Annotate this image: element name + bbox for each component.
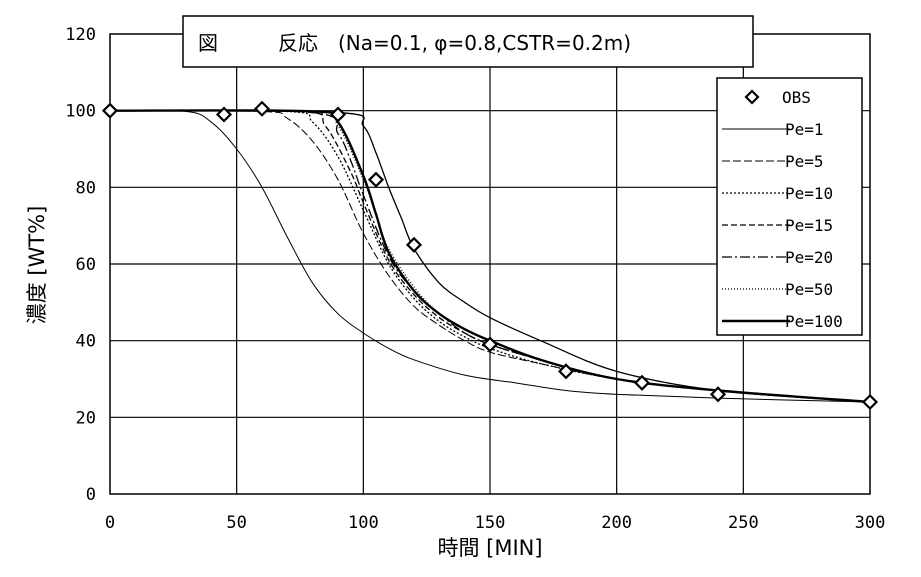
obs-markers bbox=[101, 100, 879, 411]
legend-label-obs: OBS bbox=[782, 88, 811, 107]
obs-point bbox=[709, 386, 727, 403]
y-tick-label: 60 bbox=[76, 255, 96, 275]
legend-label-pe-15: Pe=15 bbox=[785, 216, 833, 235]
obs-point bbox=[215, 106, 233, 123]
x-tick-label: 250 bbox=[728, 513, 759, 533]
y-tick-label: 80 bbox=[76, 178, 96, 198]
x-tick-label: 100 bbox=[348, 513, 379, 533]
y-tick-label: 120 bbox=[65, 25, 96, 45]
y-tick-label: 20 bbox=[76, 408, 96, 428]
x-tick-label: 200 bbox=[601, 513, 632, 533]
legend-label-pe-20: Pe=20 bbox=[785, 248, 833, 267]
series-line-pe-1 bbox=[109, 109, 871, 403]
legend-label-pe-100: Pe=100 bbox=[785, 312, 843, 331]
x-tick-label: 300 bbox=[855, 513, 886, 533]
legend-box bbox=[716, 77, 863, 336]
legend-label-pe-1: Pe=1 bbox=[785, 120, 824, 139]
legend-label-pe-10: Pe=10 bbox=[785, 184, 833, 203]
y-tick-labels: 0 20 40 60 80 100 120 bbox=[65, 25, 96, 505]
legend-label-pe-5: Pe=5 bbox=[785, 152, 824, 171]
x-tick-label: 150 bbox=[475, 513, 506, 533]
obs-point bbox=[329, 106, 347, 123]
chart-title: 図 反応 (Na=0.1, φ=0.8,CSTR=0.2m) bbox=[198, 31, 631, 55]
obs-point bbox=[481, 336, 499, 353]
y-tick-label: 0 bbox=[86, 485, 96, 505]
x-tick-label: 50 bbox=[226, 513, 246, 533]
y-tick-label: 40 bbox=[76, 332, 96, 352]
x-axis-title: 時間 [MIN] bbox=[437, 536, 542, 560]
obs-point bbox=[861, 393, 879, 411]
legend-marker-obs bbox=[744, 89, 760, 105]
legend: OBS Pe=1 Pe=5 Pe=10 Pe=15 Pe=20 Pe=50 Pe=100 bbox=[716, 77, 863, 336]
obs-point bbox=[633, 374, 651, 391]
obs-point bbox=[405, 236, 423, 253]
legend-label-pe-50: Pe=50 bbox=[785, 280, 833, 299]
series-line-unlabeled bbox=[109, 110, 871, 403]
y-tick-label: 100 bbox=[65, 102, 96, 122]
obs-point bbox=[557, 363, 575, 380]
obs-point bbox=[367, 171, 385, 188]
obs-point bbox=[253, 100, 271, 117]
title-box bbox=[182, 15, 754, 68]
x-tick-label: 0 bbox=[105, 513, 115, 533]
obs-point bbox=[101, 102, 119, 119]
y-axis-title: 濃度 [WT%] bbox=[25, 206, 49, 325]
x-tick-labels: 0 50 100 150 200 250 300 bbox=[105, 513, 885, 533]
series-line-pe-10 bbox=[109, 109, 871, 403]
